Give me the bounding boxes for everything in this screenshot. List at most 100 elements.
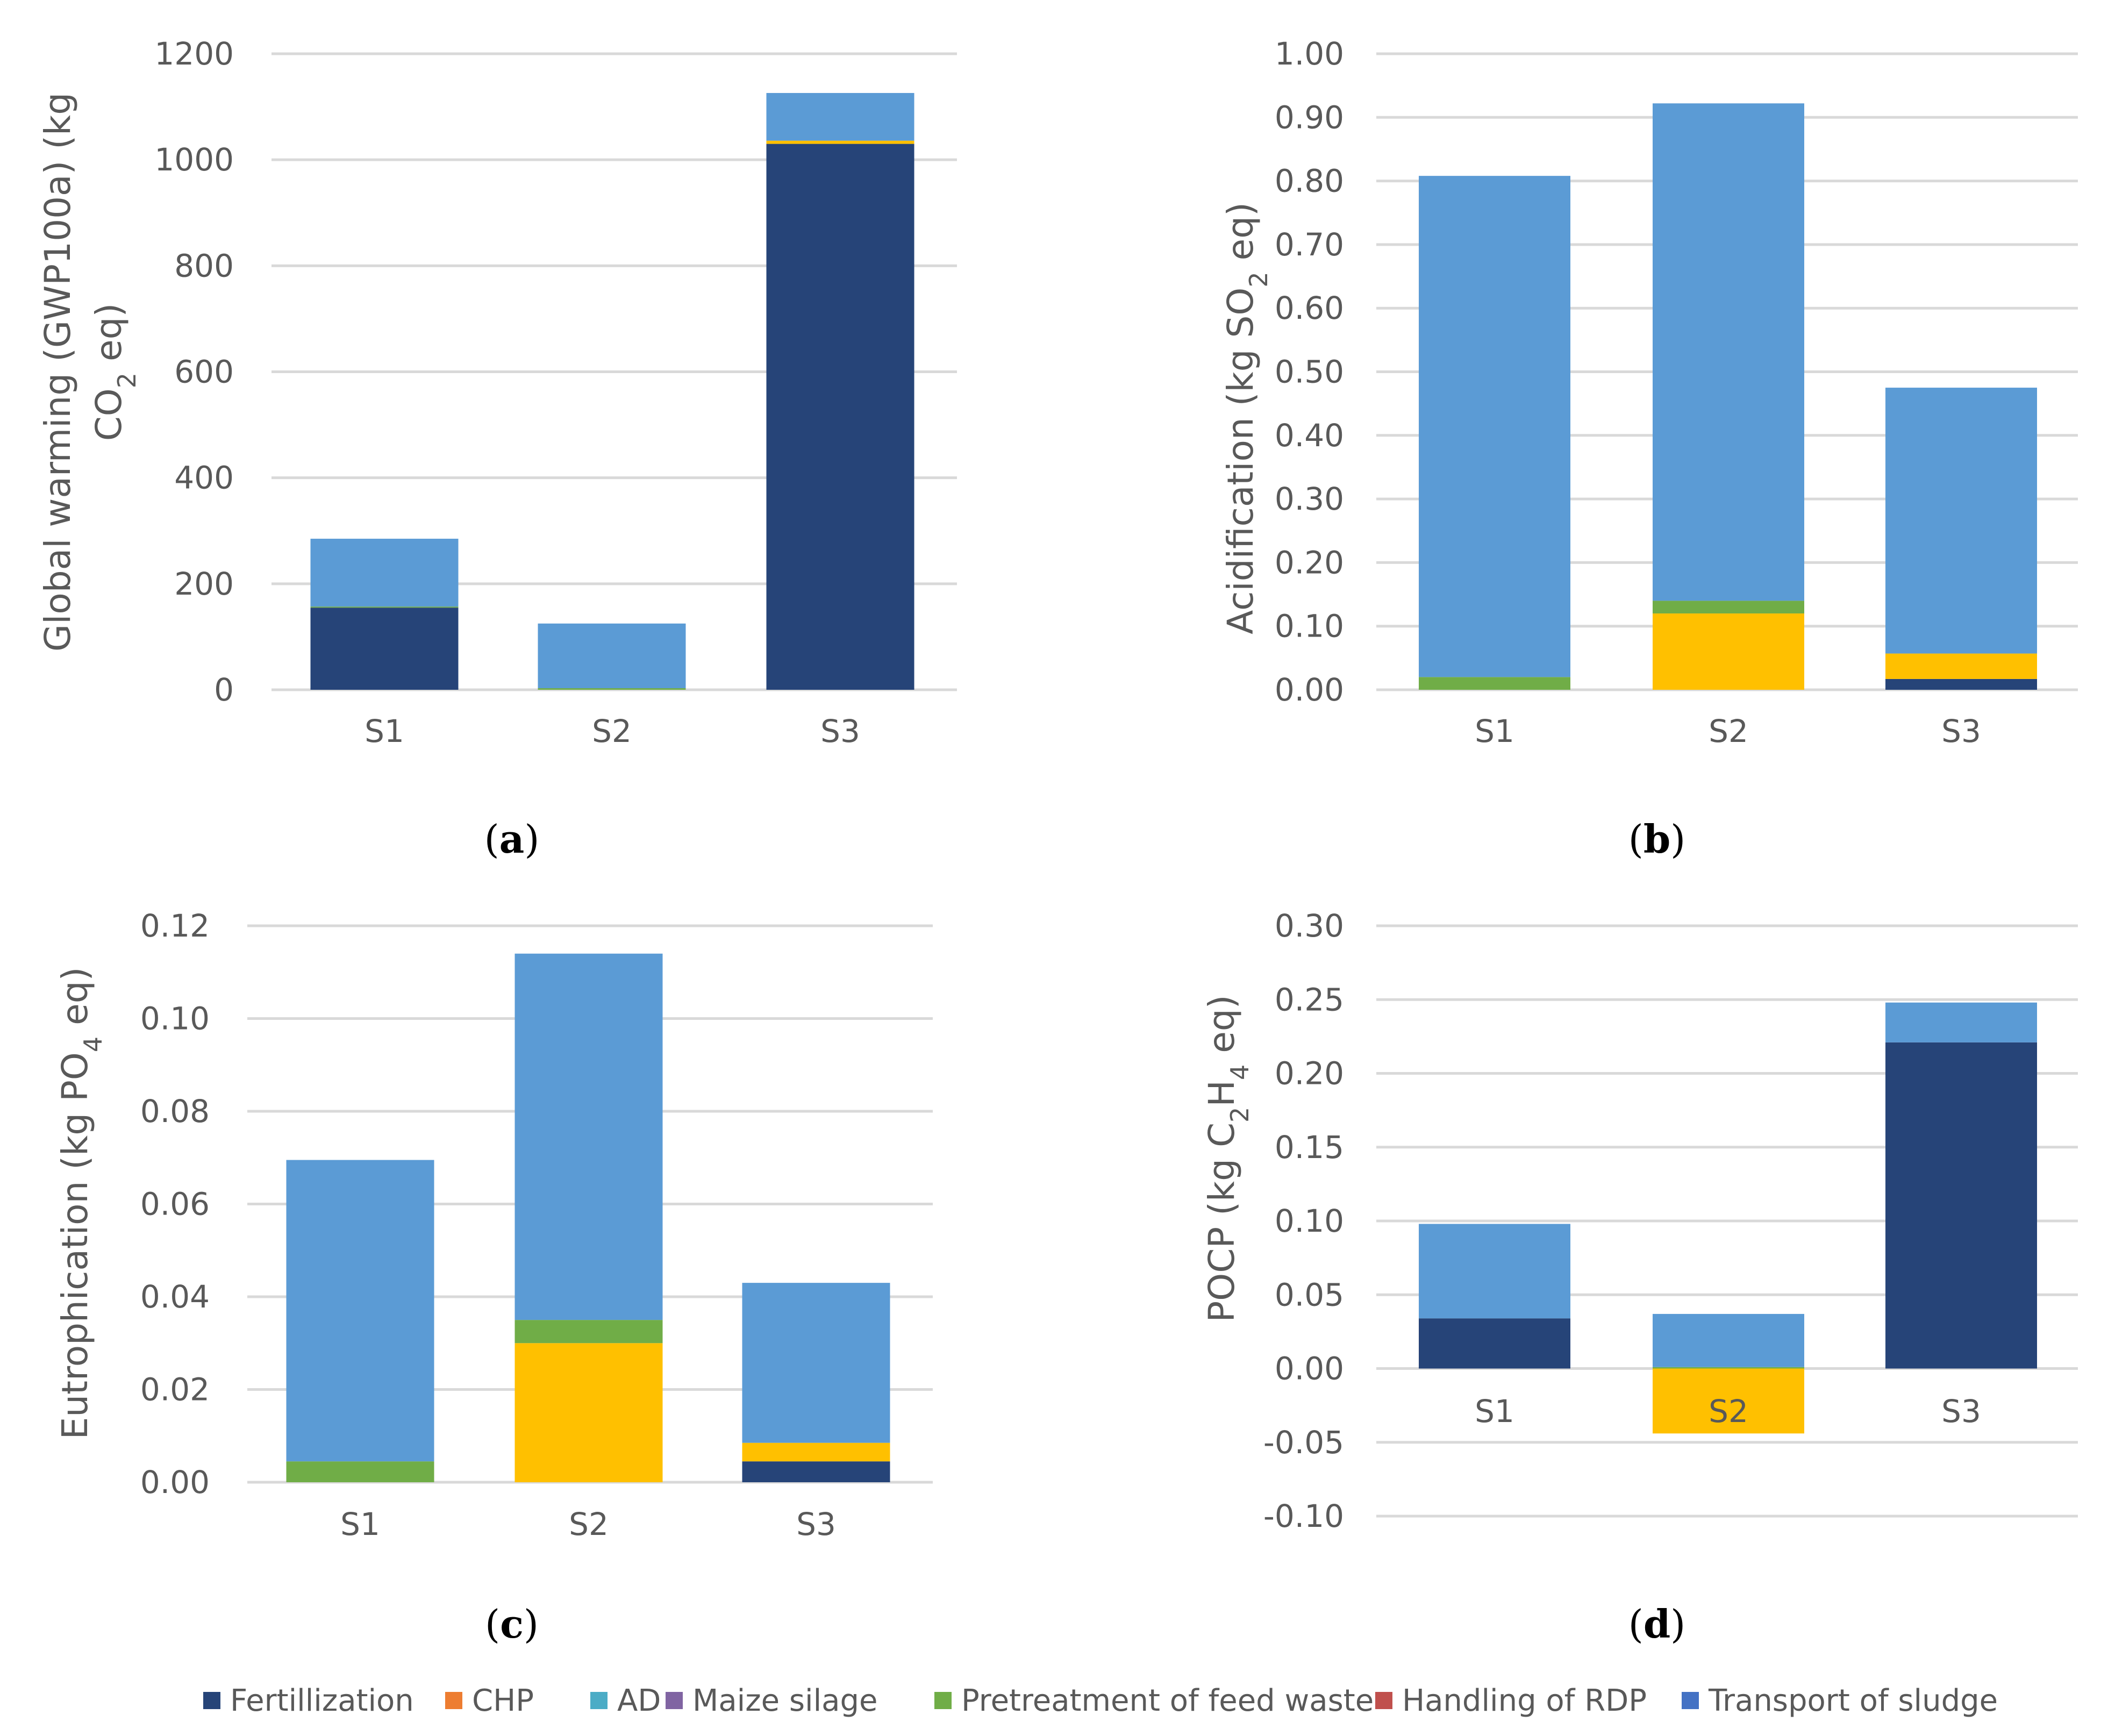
category-label: S3 [820,713,860,749]
panel-label-c: (c) [485,1601,539,1647]
y-tick-label: 1000 [154,141,234,178]
bar-segment [766,140,914,144]
bar-segment [310,606,459,608]
bar-segment [1653,1313,1804,1367]
panel-label-b: (b) [1628,816,1686,862]
panel-letter-c: c [500,1601,524,1647]
y-tick-label: 0.08 [140,1093,210,1130]
y-tick-label: 0.90 [1275,99,1344,135]
y-tick-label: 0.80 [1275,163,1344,199]
category-label: S3 [1941,1393,1981,1430]
legend-swatch [666,1692,683,1709]
category-label: S3 [796,1506,836,1542]
y-axis-title: Global warming (GWP100a) (kg [37,92,78,652]
legend-label: Pretreatment of feed waste [961,1683,1374,1718]
y-tick-label: 0.20 [1275,1055,1344,1092]
bar-segment [1653,1368,1804,1434]
bar-segment [1419,1318,1570,1369]
bar-segment [286,1160,434,1462]
legend-label: Transport of sludge [1708,1683,1998,1718]
y-tick-label: 1200 [154,35,234,72]
y-tick-label: 0.70 [1275,226,1344,263]
y-tick-label: 0.30 [1275,908,1344,944]
y-tick-label: 0.50 [1275,354,1344,390]
bar-segment [1419,677,1570,690]
bar-segment [1885,653,2037,679]
bar-segment [1653,613,1804,690]
bar-segment [1653,1367,1804,1369]
legend-swatch [1375,1692,1392,1709]
y-tick-label: 0.25 [1275,981,1344,1018]
y-axis-title: POCP (kg C2H4 eq) [1201,995,1254,1323]
category-label: S2 [569,1506,609,1542]
bar-segment [310,539,459,607]
bar-segment [1885,388,2037,654]
panel-letter-d: d [1643,1601,1670,1647]
y-tick-label: 0.04 [140,1278,210,1315]
y-tick-label: 0.30 [1275,481,1344,517]
legend-swatch [445,1692,462,1709]
panel-letter-b: b [1643,816,1670,862]
chart-panel-a: 0 200 400 600 800 1000 1200 S1 S2 S3 Global warmin… [37,35,957,749]
y-axis-title: Acidification (kg SO2 eq) [1220,202,1273,634]
y-tick-label: 0.00 [1275,1351,1344,1387]
y-tick-label: 400 [174,460,234,496]
chart-panel-b: 0.00 0.10 0.20 0.30 0.40 0.50 0.60 0.70 0.80 0.90… [1220,35,2078,749]
bar-segment [742,1283,890,1443]
bar-segment [515,953,663,1320]
y-tick-label: 600 [174,354,234,390]
bar-segment [1885,1042,2037,1369]
y-tick-label: 0.05 [1275,1276,1344,1313]
category-label: S1 [365,713,404,749]
y-tick-label: 0.40 [1275,417,1344,454]
y-tick-label: 0.60 [1275,290,1344,326]
bar-segment [310,608,459,690]
bar-segment [742,1461,890,1482]
y-tick-label: 0.10 [1275,608,1344,645]
bar-segment [766,92,914,141]
y-tick-label: -0.05 [1263,1424,1344,1461]
bar-segment [766,144,914,690]
bar-segment [515,1320,663,1344]
legend-label: Maize silage [692,1683,877,1718]
legend-swatch [1682,1692,1699,1709]
panel-label-d: (d) [1628,1601,1686,1647]
y-tick-label: 0 [214,671,234,708]
bar-segment [1885,1002,2037,1042]
category-label: S3 [1941,713,1981,749]
bar-segment [538,623,686,689]
y-tick-label: 0.00 [1275,671,1344,708]
legend-swatch [934,1692,952,1709]
y-tick-label: 0.06 [140,1186,210,1223]
y-tick-label: 0.15 [1275,1129,1344,1166]
bar-segment [538,688,686,690]
y-tick-label: 800 [174,247,234,284]
y-tick-label: 0.10 [140,1001,210,1037]
y-axis-title: Eutrophication (kg PO4 eq) [54,967,108,1440]
legend-swatch [203,1692,220,1709]
chart-panel-c: 0.00 0.02 0.04 0.06 0.08 0.10 0.12 S1 S2 S3 Eutrop… [54,908,933,1542]
category-label: S1 [1475,713,1514,749]
y-tick-label: 0.10 [1275,1203,1344,1239]
legend: Fertillization CHP AD Maize silage Pretreatm… [203,1683,1998,1718]
panel-label-a: (a) [484,816,540,862]
y-tick-label: 1.00 [1275,35,1344,72]
y-axis-title-line2: CO2 eq) [88,303,141,441]
chart-panel-d: -0.10 -0.05 0.00 0.05 0.10 0.15 0.20 0.25 0.30 S1… [1201,908,2078,1534]
y-tick-label: 0.00 [140,1464,210,1501]
bar-segment [1653,103,1804,601]
panel-letter-a: a [499,816,525,862]
bar-segment [742,1442,890,1462]
bar-segment [1885,678,2037,690]
category-label: S1 [1475,1393,1514,1430]
category-label: S2 [592,713,632,749]
y-tick-label: 200 [174,566,234,602]
legend-label: AD [617,1683,661,1718]
category-label: S2 [1709,1393,1748,1430]
category-label: S2 [1709,713,1748,749]
bar-segment [1419,176,1570,677]
legend-swatch [590,1692,608,1709]
legend-label: Handling of RDP [1402,1683,1647,1718]
y-tick-label: -0.10 [1263,1498,1344,1534]
